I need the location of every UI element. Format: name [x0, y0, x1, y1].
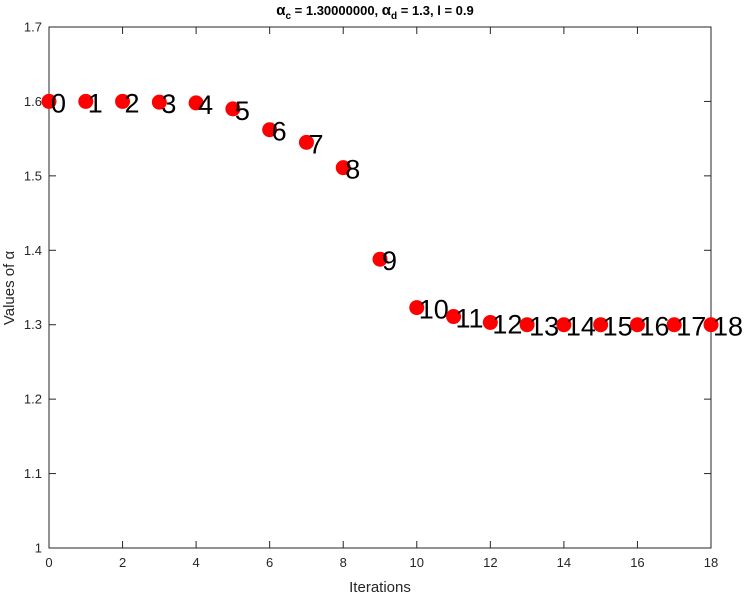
data-point-label: 10 — [419, 295, 449, 325]
data-point — [78, 93, 94, 109]
data-point-label: 1 — [88, 88, 103, 118]
data-point-label: 18 — [713, 312, 743, 342]
data-point-label: 2 — [125, 88, 140, 118]
y-tick-label: 1.3 — [24, 317, 42, 332]
y-axis-label: Values of α — [1, 251, 18, 326]
data-point-label: 16 — [639, 312, 669, 342]
data-point-label: 3 — [161, 89, 176, 119]
data-point — [409, 300, 425, 316]
chart-title: αc = 1.30000000, αd = 1.3, l = 0.9 — [276, 2, 474, 22]
x-tick-label: 8 — [340, 555, 347, 570]
data-point — [298, 134, 314, 150]
title-l-value: l = 0.9 — [437, 3, 474, 18]
y-tick-label: 1.5 — [24, 168, 42, 183]
y-tick-label: 1 — [35, 541, 42, 556]
data-point-label: 13 — [529, 312, 559, 342]
data-point-label: 8 — [345, 155, 360, 185]
x-tick-label: 0 — [45, 555, 52, 570]
data-point-label: 15 — [603, 312, 633, 342]
data-point — [335, 160, 351, 176]
y-tick-label: 1.7 — [24, 20, 42, 35]
data-point-label: 11 — [456, 304, 484, 334]
data-point — [482, 314, 498, 330]
data-point — [629, 317, 645, 333]
data-point-label: 12 — [492, 309, 522, 339]
data-point — [151, 94, 167, 110]
y-tick-label: 1.4 — [24, 243, 42, 258]
x-tick-label: 14 — [557, 555, 571, 570]
data-point-label: 6 — [272, 117, 287, 147]
data-point — [115, 93, 131, 109]
data-point-label: 4 — [198, 90, 213, 120]
title-alpha-d-subscript: d — [391, 11, 397, 22]
data-point-label: 5 — [235, 96, 250, 126]
plot-area-box — [48, 26, 712, 549]
y-tick-label: 1.1 — [24, 466, 42, 481]
x-tick-label: 6 — [266, 555, 273, 570]
data-point — [703, 317, 719, 333]
data-point — [666, 317, 682, 333]
x-tick-label: 16 — [630, 555, 644, 570]
title-alpha-c-value: = 1.30000000, — [291, 3, 382, 18]
x-tick-label: 2 — [119, 555, 126, 570]
title-alpha-c-subscript: c — [285, 11, 291, 22]
data-point — [262, 122, 278, 138]
data-point-label: 0 — [51, 88, 66, 118]
x-tick-label: 4 — [192, 555, 199, 570]
data-point — [225, 101, 241, 117]
x-tick-label: 10 — [410, 555, 424, 570]
title-alpha-c-symbol: α — [276, 2, 286, 19]
data-point — [446, 309, 462, 325]
y-tick-label: 1.6 — [24, 94, 42, 109]
data-point — [556, 317, 572, 333]
data-point-label: 17 — [676, 312, 706, 342]
data-point — [519, 317, 535, 333]
x-axis-label: Iterations — [349, 579, 411, 595]
data-point-label: 7 — [308, 129, 323, 159]
title-alpha-d-value: = 1.3, — [397, 3, 437, 18]
data-point — [41, 93, 57, 109]
y-tick-label: 1.2 — [24, 392, 42, 407]
data-point — [188, 95, 204, 111]
x-tick-label: 12 — [483, 555, 497, 570]
data-point-label: 9 — [382, 246, 397, 276]
x-tick-label: 18 — [704, 555, 718, 570]
data-point-label: 14 — [566, 312, 596, 342]
title-alpha-d-symbol: α — [382, 2, 392, 19]
data-point — [372, 251, 388, 267]
data-point — [593, 317, 609, 333]
